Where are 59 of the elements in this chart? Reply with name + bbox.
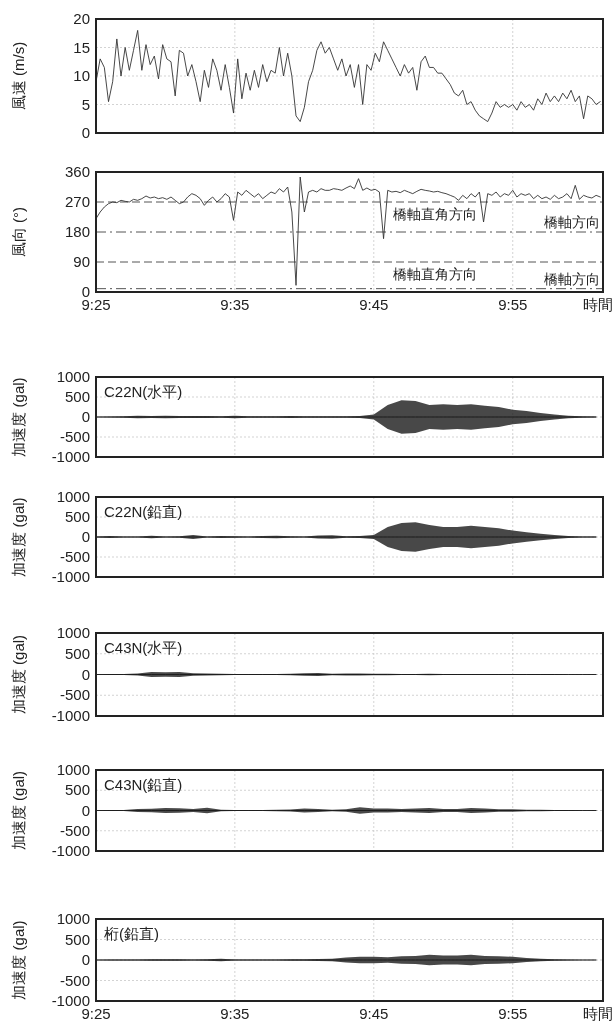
x-tick-label: 9:55 xyxy=(498,296,528,313)
y-tick-label: 500 xyxy=(64,781,90,799)
annotation: C43N(鉛直) xyxy=(104,776,183,793)
y-tick-label: 90 xyxy=(73,253,90,270)
y-tick-label: -1000 xyxy=(51,448,90,465)
y-axis-title: 加速度 (gal) xyxy=(10,920,27,1000)
x-axis-title: 時間 xyxy=(583,1005,613,1022)
y-axis-title: 加速度 (gal) xyxy=(10,497,27,577)
x-tick-label: 9:35 xyxy=(220,1005,250,1022)
y-tick-label: -1000 xyxy=(51,842,90,859)
y-tick-label: 0 xyxy=(81,124,90,141)
annotation: C22N(鉛直) xyxy=(104,503,183,520)
y-tick-label: 0 xyxy=(81,528,90,545)
ref-line-label: 橋軸方向 xyxy=(544,270,600,287)
y-tick-label: 500 xyxy=(64,388,90,405)
line-series xyxy=(95,176,601,286)
ref-line-label: 橋軸方向 xyxy=(544,214,600,230)
annotation: C43N(水平) xyxy=(104,639,183,656)
y-tick-label: -500 xyxy=(59,686,90,704)
y-axis-title: 加速度 (gal) xyxy=(10,634,27,715)
y-tick-label: 5 xyxy=(81,95,90,113)
y-tick-label: 1000 xyxy=(56,910,90,927)
y-axis-title: 加速度 (gal) xyxy=(10,770,27,851)
x-tick-label: 9:55 xyxy=(498,1005,528,1022)
y-tick-label: 1000 xyxy=(56,624,90,641)
y-axis-title: 加速度 (gal) xyxy=(10,377,27,457)
annotation: C22N(水平) xyxy=(104,383,183,400)
y-axis-title: 風向 (°) xyxy=(10,206,27,258)
y-tick-label: 180 xyxy=(64,223,90,240)
y-tick-label: -1000 xyxy=(51,568,90,585)
y-tick-label: 1000 xyxy=(56,368,90,385)
y-tick-label: 15 xyxy=(73,38,90,56)
x-tick-label: 9:35 xyxy=(220,296,250,313)
ref-line-label: 橋軸直角方向 xyxy=(392,206,477,222)
y-tick-label: 0 xyxy=(81,665,90,683)
annotation: 桁(鉛直) xyxy=(104,925,159,942)
y-tick-label: 500 xyxy=(64,930,90,948)
x-axis-title: 時間 xyxy=(583,296,613,313)
y-tick-label: -500 xyxy=(59,548,90,565)
y-tick-label: -500 xyxy=(59,821,90,839)
y-tick-label: -500 xyxy=(59,971,90,989)
y-tick-label: 1000 xyxy=(56,488,90,505)
y-tick-label: 0 xyxy=(81,951,90,968)
y-tick-label: 500 xyxy=(64,508,90,525)
y-tick-label: 1000 xyxy=(56,761,90,778)
y-axis-title: 風速 (m/s) xyxy=(10,41,27,111)
x-tick-label: 9:45 xyxy=(359,296,389,313)
y-tick-label: -1000 xyxy=(51,707,90,724)
y-tick-label: 20 xyxy=(73,10,90,27)
y-tick-label: 0 xyxy=(81,408,90,425)
y-tick-label: 270 xyxy=(64,193,90,210)
y-tick-label: -500 xyxy=(59,428,90,445)
y-tick-label: 500 xyxy=(64,644,90,662)
y-tick-label: 0 xyxy=(81,801,90,819)
line-series xyxy=(95,29,601,123)
x-tick-label: 9:45 xyxy=(359,1005,389,1022)
y-tick-label: 360 xyxy=(64,163,90,180)
y-tick-label: 10 xyxy=(73,67,90,84)
ref-line-label: 橋軸直角方向 xyxy=(392,266,477,282)
